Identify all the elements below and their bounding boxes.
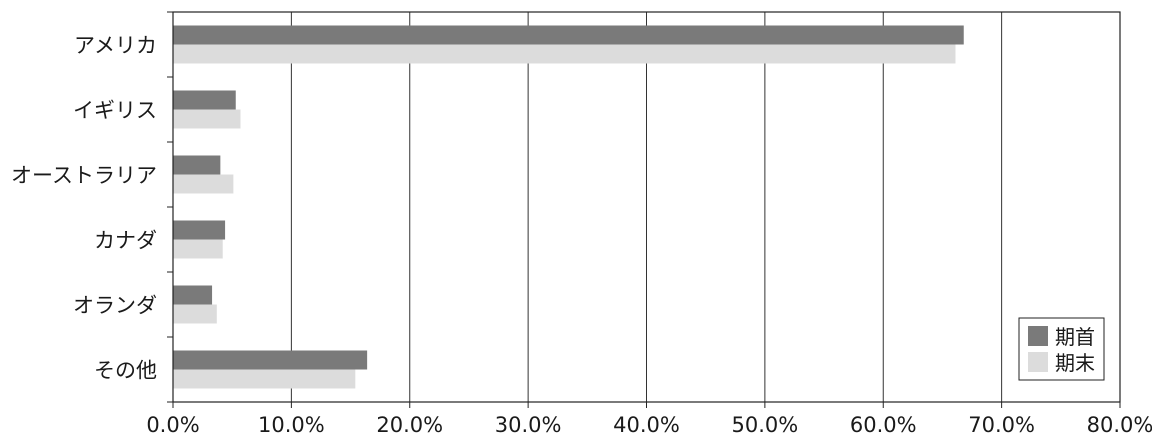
bar-start [173,155,221,175]
bar-end [173,369,356,389]
bar-end [173,239,223,259]
legend-swatch [1028,352,1048,372]
x-tick-label: 60.0% [850,413,917,434]
x-tick-label: 0.0% [146,413,199,434]
category-label: その他 [94,359,157,383]
category-label: オランダ [73,294,157,318]
bars [173,25,964,389]
legend-swatch [1028,326,1048,346]
x-tick-label: 80.0% [1087,413,1152,434]
axes [167,11,1121,408]
legend-label: 期末 [1055,351,1095,375]
x-tick-label: 20.0% [376,413,443,434]
bar-end [173,109,241,129]
category-label: アメリカ [74,34,157,58]
bar-end [173,304,217,324]
category-label: イギリス [73,99,157,123]
x-tick-label: 10.0% [258,413,325,434]
x-tick-label: 40.0% [613,413,680,434]
x-tick-label: 50.0% [732,413,799,434]
bar-start [173,220,226,240]
bar-start [173,285,213,305]
bar-end [173,174,234,194]
category-label: カナダ [94,229,157,253]
grid-lines [290,12,1003,402]
bar-start [173,350,368,370]
x-tick-label: 30.0% [495,413,562,434]
bar-start [173,25,964,45]
bar-end [173,44,956,64]
x-tick-labels: 0.0% 10.0% 20.0% 30.0% 40.0% 50.0% 60.0% 70.0% 8… [146,413,1152,434]
x-tick-label: 70.0% [968,413,1035,434]
legend-label: 期首 [1055,325,1095,349]
category-label: オーストラリア [11,164,157,188]
bar-start [173,90,236,110]
